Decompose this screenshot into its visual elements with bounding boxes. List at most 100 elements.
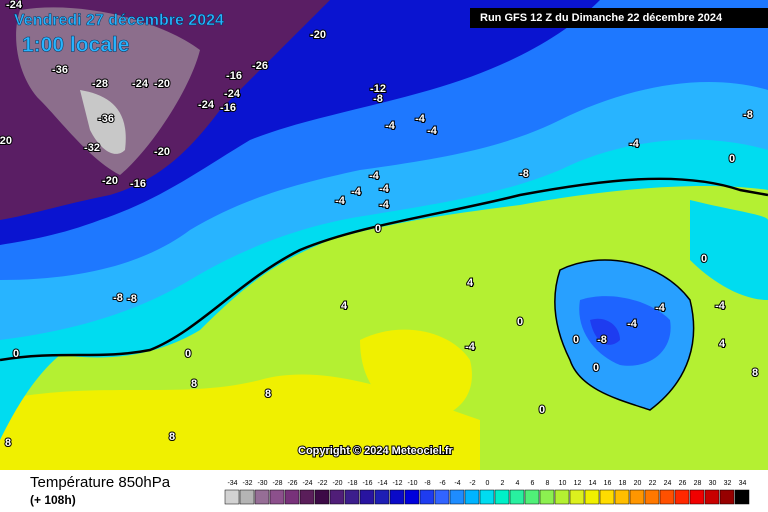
contour-label: -36 bbox=[98, 113, 114, 125]
scale-label: -26 bbox=[287, 480, 297, 487]
scale-label: -28 bbox=[272, 480, 282, 487]
scale-swatch bbox=[494, 489, 510, 505]
contour-label: -24 bbox=[6, 0, 23, 11]
scale-swatch bbox=[719, 489, 735, 505]
contour-label: -8 bbox=[373, 93, 383, 105]
contour-label: -26 bbox=[252, 60, 268, 72]
scale-swatch bbox=[314, 489, 330, 505]
lead-time: (+ 108h) bbox=[30, 493, 76, 507]
contour-label: -8 bbox=[127, 293, 137, 305]
scale-label: 20 bbox=[634, 480, 642, 487]
contour-label: 0 bbox=[701, 253, 707, 265]
contour-label: 8 bbox=[169, 431, 175, 443]
scale-swatch bbox=[509, 489, 525, 505]
forecast-time: 1:00 locale bbox=[22, 34, 129, 57]
contour-label: 0 bbox=[185, 348, 191, 360]
variable-title: Température 850hPa bbox=[30, 474, 171, 491]
scale-label: -2 bbox=[469, 480, 475, 487]
scale-swatch bbox=[704, 489, 720, 505]
scale-label: -16 bbox=[362, 480, 372, 487]
scale-swatch bbox=[359, 489, 375, 505]
contour-label: -8 bbox=[519, 168, 529, 180]
contour-label: -8 bbox=[113, 292, 123, 304]
scale-swatch bbox=[629, 489, 645, 505]
contour-label: 0 bbox=[539, 404, 545, 416]
contour-label: -4 bbox=[335, 195, 346, 207]
scale-swatch bbox=[449, 489, 465, 505]
contour-label: 0 bbox=[729, 153, 735, 165]
contour-label: -4 bbox=[465, 341, 476, 353]
contour-label: -16 bbox=[130, 178, 146, 190]
scale-label: 6 bbox=[531, 480, 535, 487]
scale-label: 2 bbox=[501, 480, 505, 487]
scale-swatch bbox=[434, 489, 450, 505]
scale-swatch bbox=[659, 489, 675, 505]
scale-swatch bbox=[329, 489, 345, 505]
scale-label: 10 bbox=[559, 480, 567, 487]
contour-label: 0 bbox=[375, 223, 381, 235]
scale-swatch bbox=[344, 489, 360, 505]
scale-label: 22 bbox=[649, 480, 657, 487]
scale-swatch bbox=[464, 489, 480, 505]
contour-label: 8 bbox=[265, 388, 271, 400]
contour-label: -12 bbox=[370, 83, 386, 95]
scale-label: -24 bbox=[302, 480, 312, 487]
scale-swatch bbox=[239, 489, 255, 505]
scale-label: 14 bbox=[589, 480, 597, 487]
contour-label: 8 bbox=[191, 378, 197, 390]
scale-swatch bbox=[254, 489, 270, 505]
contour-label: -24 bbox=[224, 88, 241, 100]
contour-label: -8 bbox=[597, 334, 607, 346]
scale-swatch bbox=[644, 489, 660, 505]
scale-swatch bbox=[554, 489, 570, 505]
scale-label: -34 bbox=[227, 480, 237, 487]
scale-label: -30 bbox=[257, 480, 267, 487]
contour-label: -20 bbox=[154, 78, 170, 90]
scale-label: -32 bbox=[242, 480, 252, 487]
contour-label: 0 bbox=[593, 362, 599, 374]
contour-label: -4 bbox=[415, 113, 426, 125]
contour-label: 4 bbox=[719, 338, 726, 350]
contour-label: -36 bbox=[52, 64, 68, 76]
scale-swatch bbox=[674, 489, 690, 505]
scale-label: -4 bbox=[454, 480, 460, 487]
zero-isotherm bbox=[0, 177, 768, 362]
scale-swatch bbox=[404, 489, 420, 505]
contour-label: -4 bbox=[715, 300, 726, 312]
scale-swatch bbox=[524, 489, 540, 505]
warm-area bbox=[0, 374, 480, 470]
scale-swatch bbox=[599, 489, 615, 505]
scale-label: 12 bbox=[574, 480, 582, 487]
contour-label: -20 bbox=[154, 146, 170, 158]
cold-blob bbox=[590, 318, 620, 345]
scale-label: 4 bbox=[516, 480, 520, 487]
contour-label: -16 bbox=[226, 70, 242, 82]
cold-blob bbox=[579, 296, 671, 366]
zero-isotherm bbox=[554, 259, 695, 411]
scale-label: -14 bbox=[377, 480, 387, 487]
scale-swatch bbox=[539, 489, 555, 505]
scale-swatch bbox=[734, 489, 750, 505]
scale-label: -8 bbox=[424, 480, 430, 487]
scale-swatch bbox=[584, 489, 600, 505]
contour-label: -20 bbox=[310, 29, 326, 41]
scale-label: 32 bbox=[724, 480, 732, 487]
scale-swatch bbox=[479, 489, 495, 505]
cold-area bbox=[690, 200, 768, 300]
contour-label: 4 bbox=[467, 277, 474, 289]
contour-label: -32 bbox=[84, 142, 100, 154]
scale-label: -20 bbox=[332, 480, 342, 487]
contour-label: -16 bbox=[220, 102, 236, 114]
contour-label: -24 bbox=[198, 99, 215, 111]
contour-label: 0 bbox=[13, 348, 19, 360]
contour-label: -28 bbox=[92, 78, 108, 90]
scale-label: -18 bbox=[347, 480, 357, 487]
scale-label: -10 bbox=[407, 480, 417, 487]
greenland-core bbox=[80, 90, 126, 154]
scale-swatch bbox=[569, 489, 585, 505]
contour-label: -4 bbox=[627, 318, 638, 330]
contour-label: -20 bbox=[0, 135, 12, 147]
scale-label: 0 bbox=[486, 480, 490, 487]
